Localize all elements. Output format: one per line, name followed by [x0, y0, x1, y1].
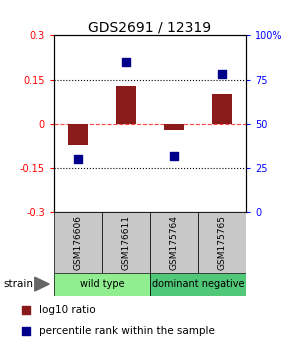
Bar	[164, 124, 184, 130]
Text: wild type: wild type	[80, 279, 124, 289]
Text: log10 ratio: log10 ratio	[39, 305, 96, 315]
Bar	[116, 86, 136, 124]
Point	[172, 153, 176, 159]
Text: GSM176611: GSM176611	[122, 215, 130, 270]
Point	[124, 59, 128, 65]
Text: dominant negative: dominant negative	[152, 279, 244, 289]
Text: GSM175765: GSM175765	[218, 215, 226, 270]
Text: GSM175764: GSM175764	[169, 215, 178, 270]
Bar	[150, 273, 246, 296]
Bar	[198, 212, 246, 273]
Point	[220, 72, 224, 77]
Polygon shape	[35, 277, 49, 291]
Title: GDS2691 / 12319: GDS2691 / 12319	[88, 20, 212, 34]
Text: percentile rank within the sample: percentile rank within the sample	[39, 326, 215, 336]
Point	[246, 221, 250, 227]
Bar	[150, 212, 198, 273]
Text: GSM176606: GSM176606	[74, 215, 82, 270]
Bar	[54, 212, 102, 273]
Text: strain: strain	[3, 279, 33, 289]
Bar	[54, 273, 150, 296]
Point	[76, 156, 80, 162]
Bar	[212, 95, 232, 124]
Point	[246, 28, 250, 34]
Bar	[68, 124, 88, 144]
Bar	[102, 212, 150, 273]
